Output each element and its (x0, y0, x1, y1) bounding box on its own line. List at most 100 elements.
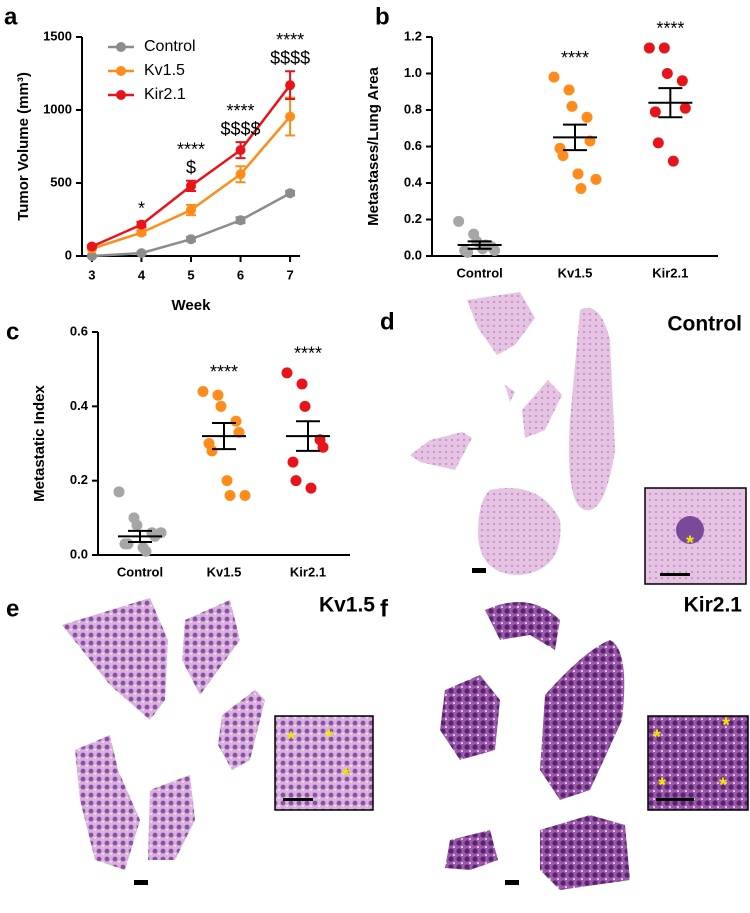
x-tick-label: Control (457, 265, 503, 280)
y-tick-label: 500 (50, 174, 72, 189)
x-tick-label: 6 (237, 267, 244, 282)
error-bar (296, 420, 320, 452)
x-tick-label: 4 (138, 267, 146, 282)
point (131, 519, 143, 531)
point (136, 248, 147, 259)
point (679, 102, 691, 114)
point (296, 378, 308, 390)
panel-label: d (380, 308, 395, 335)
inset-mark: * (719, 774, 727, 796)
legend-label: Control (144, 38, 196, 55)
error-bar (563, 123, 587, 152)
y-tick-label: 1.2 (404, 28, 422, 43)
series-line (91, 192, 291, 258)
tissue (505, 385, 515, 402)
histology-d (410, 292, 747, 585)
y-tick-label: 0.8 (404, 101, 422, 116)
point (658, 42, 670, 54)
error-bar (658, 87, 683, 119)
inset-mark: * (686, 532, 694, 554)
point (317, 441, 329, 453)
point (667, 155, 679, 167)
y-tick-label: 0.6 (70, 323, 88, 338)
inset (647, 715, 749, 811)
error-bar (212, 422, 236, 451)
tissue (218, 690, 265, 770)
point (186, 180, 196, 191)
legend-label: Kv1.5 (144, 62, 185, 79)
tissue (485, 602, 560, 650)
point (281, 367, 293, 379)
y-axis-title: Metastases/Lung Area (365, 67, 382, 226)
legend-label: Kir2.1 (144, 86, 186, 103)
y-axis-title: Tumor Volume (mm³) (15, 72, 32, 221)
inset-mark: * (658, 774, 666, 796)
point (590, 173, 602, 185)
legend-marker (116, 90, 126, 100)
inset-mark: * (287, 728, 295, 750)
significance-label: $ (186, 158, 196, 178)
point (285, 111, 296, 122)
inset-mark: * (653, 726, 661, 748)
point (548, 71, 560, 83)
significance-label: $$$$ (221, 119, 261, 139)
point (566, 100, 578, 112)
tissue (569, 308, 615, 511)
y-tick-label: 0.0 (404, 247, 422, 262)
y-tick-label: 1500 (43, 28, 72, 43)
panel-label: c (6, 318, 19, 345)
point (230, 415, 242, 427)
significance-label: * (138, 198, 145, 218)
point (305, 482, 317, 494)
y-tick-label: 1.0 (404, 65, 422, 80)
x-tick-label: 3 (88, 267, 95, 282)
point (212, 389, 224, 401)
point (575, 182, 587, 194)
inset-mark: * (722, 714, 730, 736)
point (649, 106, 661, 118)
point (235, 145, 246, 156)
point (453, 215, 465, 227)
x-axis-title: Week (172, 297, 212, 314)
y-tick-label: 0 (65, 247, 72, 262)
significance-label: **** (177, 140, 205, 160)
point (287, 456, 299, 468)
tissue (478, 488, 561, 575)
x-tick-label: 5 (187, 267, 194, 282)
tissue (440, 675, 500, 760)
inset-mark: * (342, 764, 350, 786)
image-label: Control (667, 313, 742, 336)
point (581, 111, 593, 123)
point (285, 188, 296, 199)
y-tick-label: 0.4 (70, 398, 89, 413)
scale-bar (472, 568, 486, 573)
point (136, 219, 147, 230)
inset (274, 715, 374, 811)
significance-label: **** (210, 362, 238, 382)
scale-bar (134, 880, 148, 885)
scale-bar (660, 573, 690, 576)
point (113, 486, 125, 498)
y-tick-label: 0.2 (70, 472, 88, 487)
point (643, 42, 655, 54)
point (186, 234, 196, 245)
panel-label: b (375, 3, 390, 30)
scale-bar (283, 798, 313, 801)
point (86, 241, 97, 252)
tissue (522, 380, 562, 438)
image-label: Kv1.5 (319, 594, 375, 617)
histology-f (440, 602, 749, 890)
panel-label: f (380, 595, 389, 622)
legend-marker (116, 66, 126, 76)
point (197, 385, 209, 397)
y-tick-label: 1000 (43, 101, 72, 116)
significance-label: **** (276, 30, 304, 50)
point (86, 251, 97, 261)
point (661, 68, 673, 79)
point (235, 215, 246, 226)
tissue (75, 735, 140, 870)
point (136, 227, 147, 238)
significance-label: **** (294, 344, 322, 364)
x-tick-label: 7 (286, 267, 293, 282)
